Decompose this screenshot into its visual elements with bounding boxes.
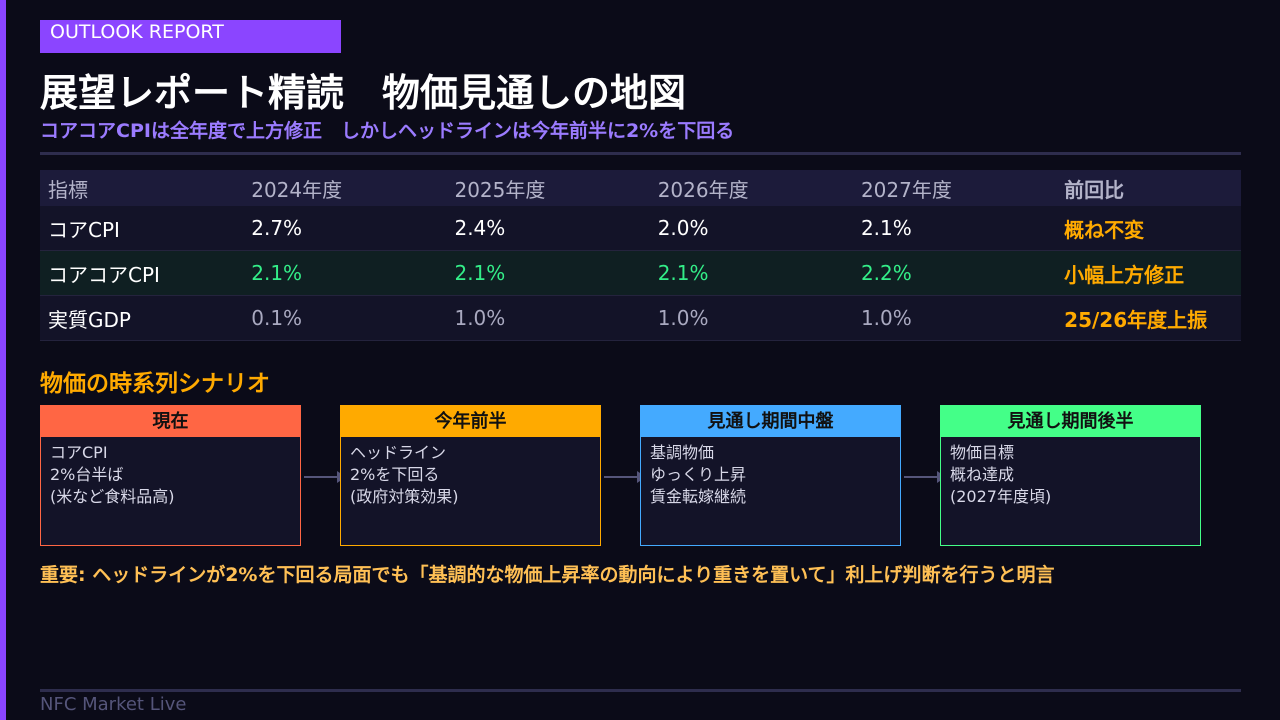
row-label: コアコアCPI	[48, 262, 160, 287]
arrow-right-icon	[604, 471, 646, 483]
section-title: 物価の時系列シナリオ	[40, 371, 270, 397]
scenario-line: 賃金転嫁継続	[650, 487, 747, 506]
table-header: 指標 2024年度 2025年度 2026年度 2027年度 前回比	[40, 170, 1241, 206]
cell-value: 2.7%	[251, 216, 303, 240]
cell-value: 2.4%	[454, 216, 506, 240]
scenario-title: 今年前半	[341, 406, 600, 437]
arrow-right-icon	[904, 471, 946, 483]
scenario-line: (米など食料品高)	[50, 487, 175, 506]
scenario-body: ヘッドライン 2%を下回る (政府対策効果)	[341, 437, 600, 513]
cell-change: 概ね不変	[1064, 217, 1145, 242]
scenario-card: 見通し期間中盤基調物価ゆっくり上昇 賃金転嫁継続	[640, 405, 901, 546]
cell-value: 2.2%	[860, 261, 912, 285]
cell-change: 小幅上方修正	[1064, 262, 1185, 287]
header-cell: 2027年度	[860, 177, 952, 202]
cell-value: 1.0%	[454, 306, 506, 330]
footer-divider	[40, 689, 1241, 692]
header-cell: 前回比	[1064, 177, 1125, 202]
cell-change: 25/26年度上振	[1064, 307, 1208, 332]
page-subtitle: コアコアCPIは全年度で上方修正 しかしヘッドラインは今年前半に2%を下回る	[40, 120, 735, 142]
scenario-line: コアCPI	[50, 443, 108, 462]
row-label: 実質GDP	[48, 307, 131, 332]
table-row: コアCPI 2.7% 2.4% 2.0% 2.1% 概ね不変	[40, 206, 1241, 251]
header-cell: 2025年度	[454, 177, 546, 202]
scenario-line: 概ね達成	[950, 465, 1015, 484]
scenario-title: 見通し期間中盤	[641, 406, 900, 437]
scenario-title: 現在	[41, 406, 300, 437]
scenario-line: ゆっくり上昇	[650, 465, 747, 484]
scenario-line: (2027年度頃)	[950, 487, 1052, 506]
cell-value: 2.0%	[657, 216, 709, 240]
forecast-table: 指標 2024年度 2025年度 2026年度 2027年度 前回比 コアCPI…	[40, 170, 1241, 341]
scenario-card: 現在コアCPI 2%台半ば (米など食料品高)	[40, 405, 301, 546]
scenario-line: 2%を下回る	[350, 465, 440, 484]
scenario-line: 2%台半ば	[50, 465, 124, 484]
scenario-body: 物価目標概ね達成 (2027年度頃)	[941, 437, 1200, 513]
report-tag: OUTLOOK REPORT	[40, 20, 341, 53]
scenario-line: 基調物価	[650, 443, 715, 462]
header-cell: 2024年度	[251, 177, 343, 202]
cell-value: 2.1%	[657, 261, 709, 285]
scenario-line: ヘッドライン	[350, 443, 447, 462]
table-row: 実質GDP 0.1% 1.0% 1.0% 1.0% 25/26年度上振	[40, 296, 1241, 341]
scenario-title: 見通し期間後半	[941, 406, 1200, 437]
scenario-body: コアCPI 2%台半ば (米など食料品高)	[41, 437, 300, 513]
cell-value: 2.1%	[454, 261, 506, 285]
scenario-line: 物価目標	[950, 443, 1015, 462]
cell-value: 1.0%	[657, 306, 709, 330]
scenario-body: 基調物価ゆっくり上昇 賃金転嫁継続	[641, 437, 900, 513]
scenario-card: 見通し期間後半物価目標概ね達成 (2027年度頃)	[940, 405, 1201, 546]
accent-bar	[0, 0, 6, 720]
header-cell: 指標	[48, 177, 88, 202]
divider	[40, 152, 1241, 155]
cell-value: 0.1%	[251, 306, 303, 330]
cell-value: 2.1%	[860, 216, 912, 240]
table-row: コアコアCPI 2.1% 2.1% 2.1% 2.2% 小幅上方修正	[40, 251, 1241, 296]
footer-brand: NFC Market Live	[40, 694, 187, 715]
header-cell: 2026年度	[657, 177, 749, 202]
cell-value: 1.0%	[860, 306, 912, 330]
scenario-card: 今年前半ヘッドライン 2%を下回る (政府対策効果)	[340, 405, 601, 546]
important-note: 重要: ヘッドラインが2%を下回る局面でも「基調的な物価上昇率の動向により重きを…	[40, 564, 1055, 586]
arrow-right-icon	[304, 471, 346, 483]
scenario-line: (政府対策効果)	[350, 487, 459, 506]
row-label: コアCPI	[48, 217, 120, 242]
cell-value: 2.1%	[251, 261, 303, 285]
page-title: 展望レポート精読 物価見通しの地図	[40, 71, 687, 115]
